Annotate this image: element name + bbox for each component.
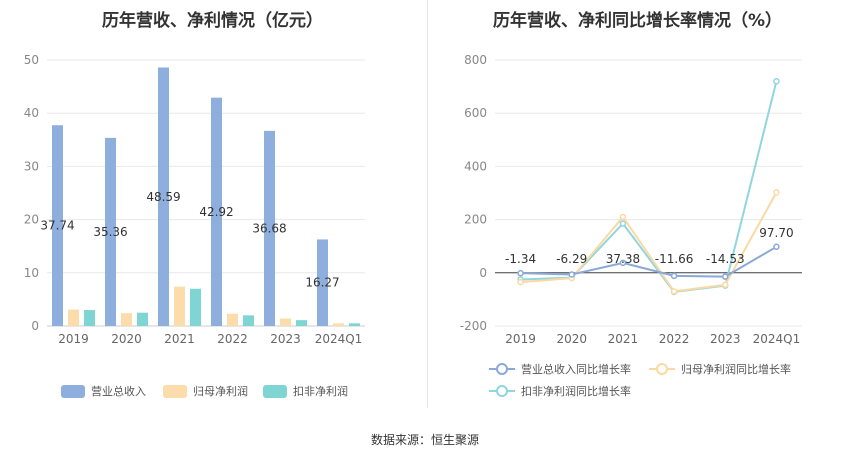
data-point — [773, 78, 780, 85]
legend-line-marker — [649, 362, 675, 376]
y-tick-label: 600 — [464, 106, 487, 120]
x-tick-label: 2021 — [608, 332, 639, 346]
data-label: -14.53 — [706, 252, 745, 266]
data-point — [568, 271, 575, 278]
x-tick-label: 2022 — [659, 332, 690, 346]
bar — [174, 286, 185, 326]
data-label: -6.29 — [556, 252, 587, 266]
bar — [264, 130, 275, 326]
legend-item-net-profit-growth[interactable]: 归母净利润同比增长率 — [649, 361, 791, 377]
data-point — [619, 213, 627, 221]
data-point — [619, 259, 627, 267]
data-label: 37.38 — [606, 252, 640, 266]
bar — [105, 137, 116, 326]
y-tick-label: 0 — [479, 266, 487, 280]
x-tick-label: 2019 — [58, 332, 89, 346]
bar — [68, 309, 79, 326]
bar — [296, 320, 307, 326]
data-label: 48.59 — [146, 190, 180, 204]
line-chart: -200 0 200 400 600 800 2019 2020 2021 2022 2023 202… — [460, 53, 802, 346]
series-line — [520, 191, 778, 293]
data-source: 数据来源：恒生聚源 — [370, 433, 479, 447]
data-label: -1.34 — [505, 252, 536, 266]
x-tick-label: 2023 — [270, 332, 301, 346]
data-label: 36.68 — [252, 221, 286, 235]
y-tick-label: 20 — [24, 213, 39, 227]
bar-chart: 0 10 20 30 40 50 2019 37.74 2020 35.36 2021 48.59 20… — [24, 53, 365, 346]
data-point — [619, 220, 627, 227]
legend-line-marker — [489, 384, 515, 398]
legend-swatch — [163, 384, 187, 398]
legend-label: 营业总收入同比增长率 — [521, 363, 631, 376]
data-point — [670, 272, 678, 280]
y-tick-label: 0 — [31, 319, 39, 333]
legend-item-deducted-profit-growth[interactable]: 扣非净利润同比增长率 — [489, 383, 631, 399]
legend-item-revenue[interactable]: 营业总收入 — [61, 383, 146, 399]
data-label: -11.66 — [655, 252, 694, 266]
bar — [349, 323, 360, 326]
legend-label: 扣非净利润同比增长率 — [521, 385, 631, 398]
y-tick-label: 10 — [24, 266, 39, 280]
x-tick-label: 2022 — [217, 332, 248, 346]
y-tick-label: 200 — [464, 213, 487, 227]
legend-label: 扣非净利润 — [293, 385, 348, 398]
legend-item-revenue-growth[interactable]: 营业总收入同比增长率 — [489, 361, 631, 377]
data-point — [670, 288, 678, 295]
data-label: 16.27 — [305, 276, 339, 290]
data-point — [722, 281, 729, 289]
legend-item-deducted-profit[interactable]: 扣非净利润 — [263, 383, 348, 399]
x-tick-label: 2024Q1 — [315, 332, 363, 346]
y-tick-label: -200 — [460, 319, 487, 333]
data-label: 35.36 — [93, 225, 127, 239]
y-tick-label: 50 — [24, 53, 39, 67]
bar — [227, 313, 238, 326]
y-tick-label: 30 — [24, 159, 39, 173]
bar — [211, 97, 222, 326]
x-tick-label: 2019 — [505, 332, 536, 346]
bar — [52, 125, 63, 326]
x-tick-label: 2021 — [164, 332, 195, 346]
y-tick-label: 400 — [464, 159, 487, 173]
bar — [280, 318, 291, 326]
x-tick-label: 2023 — [710, 332, 741, 346]
bar — [121, 313, 132, 326]
data-point — [773, 189, 780, 196]
data-point — [773, 243, 780, 251]
legend-label: 归母净利润同比增长率 — [681, 363, 791, 376]
legend-line-marker — [489, 362, 515, 376]
legend-swatch — [263, 384, 287, 398]
data-label: 42.92 — [199, 205, 233, 219]
series-line — [520, 245, 777, 278]
chart-divider — [427, 0, 428, 408]
legend-item-net-profit[interactable]: 归母净利润 — [163, 383, 248, 399]
bar — [243, 315, 254, 326]
data-point — [722, 273, 729, 280]
bar — [190, 288, 201, 326]
bar — [158, 67, 169, 327]
bar — [333, 323, 344, 326]
data-point — [517, 278, 524, 286]
bar — [317, 239, 328, 326]
data-label: 97.70 — [759, 226, 793, 240]
left-chart-title: 历年营收、净利情况（亿元） — [102, 11, 323, 31]
bar — [84, 310, 95, 326]
legend-label: 归母净利润 — [193, 385, 248, 398]
bar — [137, 312, 148, 326]
y-tick-label: 800 — [464, 53, 487, 67]
x-tick-label: 2024Q1 — [753, 332, 801, 346]
legend-swatch — [61, 384, 85, 398]
right-chart-title: 历年营收、净利同比增长率情况（%） — [492, 11, 783, 31]
y-tick-label: 40 — [24, 106, 39, 120]
data-label: 37.74 — [40, 219, 74, 233]
data-point — [517, 269, 524, 277]
x-tick-label: 2020 — [556, 332, 587, 346]
x-tick-label: 2020 — [111, 332, 142, 346]
legend-label: 营业总收入 — [91, 385, 146, 398]
